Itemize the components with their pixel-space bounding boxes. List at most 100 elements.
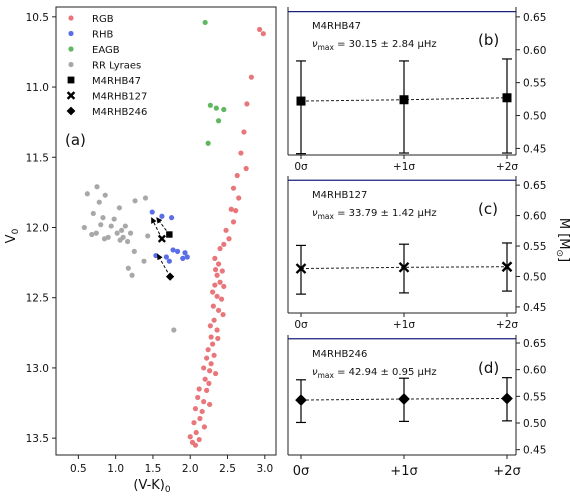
cmd-point-rr-lyraes	[96, 199, 102, 205]
legend-label-eagb: EAGB	[92, 45, 120, 56]
cmd-point-rr-lyraes	[116, 205, 122, 211]
cmd-point-rgb	[215, 335, 221, 342]
cmd-point-rhb	[168, 215, 175, 221]
cmd-point-rgb	[223, 227, 229, 233]
cmd-point-rr-lyraes	[141, 258, 147, 264]
mass-y-tick-label: 0.50	[523, 111, 546, 123]
cmd-point-rr-lyraes	[129, 272, 135, 278]
cmd-arrow-m4rhb127	[151, 217, 163, 239]
cmd-axes-frame	[55, 6, 277, 456]
mass-x-tick-label: +1σ	[390, 464, 417, 479]
mass-trend-line	[300, 97, 508, 102]
mass-data-point	[296, 96, 306, 106]
cmd-point-rgb	[244, 101, 250, 107]
mass-trend-line	[300, 397, 508, 401]
legend-marker-rgb	[68, 15, 74, 21]
cmd-point-rhb	[166, 258, 172, 264]
mass-y-tick-label: 0.60	[523, 45, 546, 57]
cmd-point-rgb	[192, 406, 199, 412]
cmd-point-rgb	[204, 387, 210, 393]
cmd-x-tick-label: 1.5	[145, 463, 162, 475]
cmd-point-rgb	[195, 394, 201, 401]
cmd-y-tick-label: 11.0	[26, 82, 49, 94]
mass-x-tick-label: +2σ	[496, 319, 518, 331]
cmd-point-rgb	[234, 172, 240, 179]
cmd-point-rhb	[174, 248, 181, 254]
cmd-point-rgb	[221, 241, 227, 247]
cmd-point-rgb	[207, 401, 213, 408]
cmd-x-axis-label-sub: 0	[165, 485, 171, 495]
cmd-point-rgb	[201, 365, 207, 371]
cmd-y-tick-label: 12.0	[26, 222, 49, 234]
cmd-star-markers	[157, 231, 175, 281]
mass-data-point	[501, 392, 513, 405]
legend-marker-m4rhb246	[66, 106, 76, 116]
cmd-point-rgb	[202, 376, 208, 382]
mass-y-tick-label: 0.65	[523, 338, 546, 350]
cmd-legend: RGB RHB EAGB RR Lyraes M4RHB47 M4RHB127 M4RHB2…	[66, 14, 147, 118]
mass-numax-text: νmax = 42.94 ± 0.95 μHz	[312, 367, 437, 380]
cmd-x-tick-label: 2.5	[219, 463, 236, 475]
mass-x-tick-label: 0σ	[293, 464, 310, 479]
cmd-point-rgb	[212, 255, 218, 261]
cmd-x-tick-label: 2.0	[182, 463, 199, 475]
cmd-y-axis-label-sub: 0	[11, 228, 21, 234]
cmd-point-rhb	[163, 254, 169, 260]
mass-panel-c: 0.45 0.50 0.55 0.60 0.65 0σ +1σ +2σ M4RHB127 νmax…	[287, 176, 546, 331]
cmd-point-rhb	[184, 254, 190, 260]
cmd-point-rr-lyraes	[122, 223, 128, 229]
cmd-point-rgb	[219, 268, 225, 274]
legend-marker-m4rhb127	[66, 91, 76, 100]
cmd-panel-label: (a)	[65, 131, 86, 149]
mass-x-tick-label: +1σ	[393, 319, 415, 331]
cmd-point-rgb	[191, 420, 197, 426]
cmd-point-rgb	[243, 165, 249, 172]
cmd-point-rgb	[193, 429, 199, 436]
mass-panel-label: (d)	[478, 359, 499, 377]
cmd-point-rr-lyraes	[100, 215, 106, 221]
cmd-point-rr-lyraes	[102, 192, 108, 198]
cmd-point-rgb	[214, 293, 220, 299]
cmd-point-rr-lyraes	[132, 198, 138, 204]
cmd-arrow-m4rhb246	[156, 253, 171, 277]
cmd-point-eagb	[221, 106, 227, 113]
cmd-point-rgb	[217, 245, 223, 252]
cmd-point-rr-lyraes	[90, 210, 96, 217]
legend-marker-m4rhb47	[67, 76, 75, 84]
cmd-point-rgb	[197, 415, 203, 422]
cmd-point-rhb	[180, 255, 186, 261]
cmd-x-tick-label: 1.0	[107, 463, 124, 475]
cmd-point-rgb	[241, 129, 247, 135]
cmd-point-rr-lyraes	[93, 230, 99, 236]
mass-y-tick-label: 0.65	[523, 180, 546, 192]
cmd-point-rhb	[182, 250, 188, 256]
cmd-point-rgb	[207, 368, 213, 374]
mass-panel-label: (b)	[478, 31, 499, 49]
cmd-point-rgb	[260, 31, 266, 37]
cmd-point-rr-lyraes	[125, 265, 131, 271]
cmd-point-rgb	[212, 370, 219, 377]
cmd-point-rhb	[170, 247, 176, 253]
legend-label-m4rhb47: M4RHB47	[92, 76, 141, 87]
mass-data-point	[398, 261, 410, 273]
cmd-point-rgb	[228, 206, 234, 212]
mass-panels: 0.45 0.50 0.55 0.60 0.65 0σ +1σ +2σ M4RHB47 νmax …	[287, 7, 546, 479]
cmd-point-rhb	[159, 213, 165, 219]
cmd-point-rr-lyraes	[145, 233, 151, 239]
cmd-point-rgb	[233, 208, 239, 214]
cmd-point-rgb	[220, 311, 226, 318]
cmd-y-tick-label: 10.5	[26, 12, 49, 24]
mass-y-axis-label-sun: ⊙	[554, 250, 564, 258]
cmd-point-rgb	[208, 334, 214, 340]
cmd-point-rr-lyraes	[117, 237, 123, 243]
mass-y-tick-label: 0.50	[523, 271, 546, 283]
mass-y-tick-label: 0.60	[523, 365, 546, 377]
cmd-point-rgb	[201, 424, 208, 430]
mass-data-point	[295, 263, 307, 274]
cmd-point-eagb	[207, 102, 213, 108]
mass-y-tick-label: 0.45	[523, 302, 546, 314]
cmd-point-rgb	[196, 436, 202, 443]
mass-data-point	[398, 393, 410, 405]
mass-panel-b: 0.45 0.50 0.55 0.60 0.65 0σ +1σ +2σ M4RHB47 νmax …	[287, 7, 546, 173]
